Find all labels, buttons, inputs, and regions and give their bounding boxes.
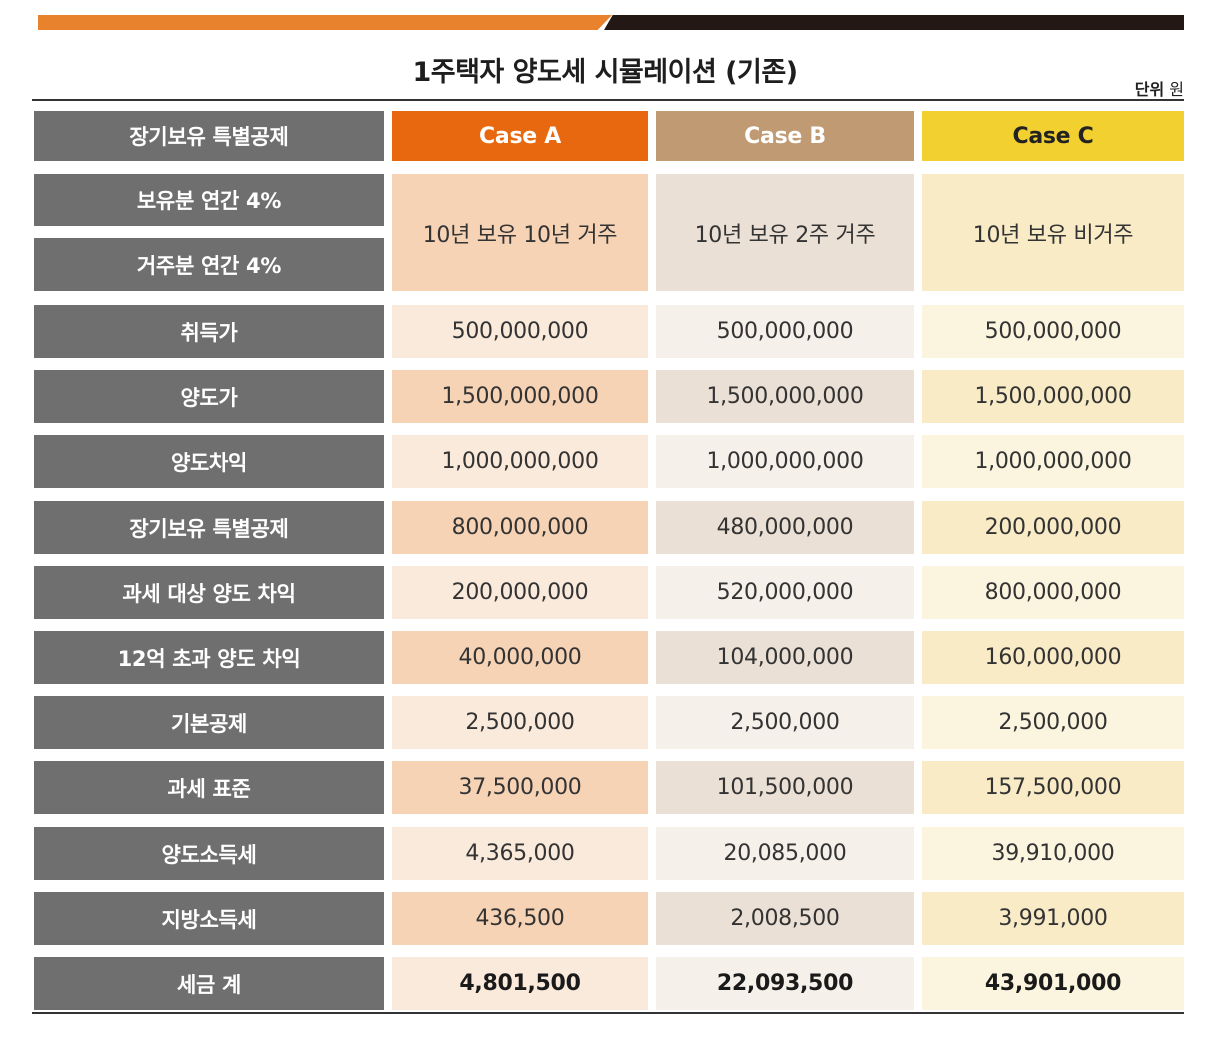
row-label: 양도소득세 (34, 827, 384, 880)
row-label: 과세 대상 양도 차익 (34, 566, 384, 619)
cell-case-c: 800,000,000 (922, 566, 1184, 619)
cell-case-b: 520,000,000 (656, 566, 914, 619)
cell-case-a: 200,000,000 (392, 566, 648, 619)
cell-case-b: 104,000,000 (656, 631, 914, 684)
top-accent-bar-dark (604, 15, 1184, 30)
table-bottom-rule (32, 1012, 1184, 1014)
row-label: 양도차익 (34, 435, 384, 488)
cell-case-c: 500,000,000 (922, 305, 1184, 358)
cell-case-b: 500,000,000 (656, 305, 914, 358)
column-header-case-a: Case A (392, 111, 648, 161)
top-accent-bar-orange (38, 15, 612, 30)
row-label: 지방소득세 (34, 892, 384, 945)
row-label: 과세 표준 (34, 761, 384, 814)
cell-case-c: 39,910,000 (922, 827, 1184, 880)
cell-case-c: 1,500,000,000 (922, 370, 1184, 423)
cell-case-b: 2,008,500 (656, 892, 914, 945)
cell-case-a: 1,500,000,000 (392, 370, 648, 423)
cell-case-a: 37,500,000 (392, 761, 648, 814)
table-top-rule (32, 99, 1184, 101)
cell-case-a: 500,000,000 (392, 305, 648, 358)
cell-case-a: 436,500 (392, 892, 648, 945)
page-title: 1주택자 양도세 시뮬레이션 (기존) (412, 57, 798, 88)
header-label: 장기보유 특별공제 (34, 111, 384, 161)
unit-note: 단위 원 (1135, 76, 1184, 100)
cell-case-b: 22,093,500 (656, 957, 914, 1010)
cell-case-b: 1,500,000,000 (656, 370, 914, 423)
cell-case-b: 20,085,000 (656, 827, 914, 880)
cell-case-c: 43,901,000 (922, 957, 1184, 1010)
cell-case-c: 2,500,000 (922, 696, 1184, 749)
cell-case-a: 800,000,000 (392, 501, 648, 554)
deduction-label-residence: 거주분 연간 4% (34, 238, 384, 291)
row-label: 취득가 (34, 305, 384, 358)
cell-case-a: 40,000,000 (392, 631, 648, 684)
scenario-case-c: 10년 보유 비거주 (922, 174, 1184, 291)
cell-case-b: 2,500,000 (656, 696, 914, 749)
column-header-case-b: Case B (656, 111, 914, 161)
cell-case-a: 2,500,000 (392, 696, 648, 749)
row-label: 양도가 (34, 370, 384, 423)
cell-case-a: 1,000,000,000 (392, 435, 648, 488)
row-label: 기본공제 (34, 696, 384, 749)
cell-case-c: 1,000,000,000 (922, 435, 1184, 488)
cell-case-c: 160,000,000 (922, 631, 1184, 684)
cell-case-a: 4,365,000 (392, 827, 648, 880)
column-header-case-c: Case C (922, 111, 1184, 161)
unit-value: 원 (1169, 80, 1184, 99)
cell-case-b: 1,000,000,000 (656, 435, 914, 488)
cell-case-c: 157,500,000 (922, 761, 1184, 814)
cell-case-b: 480,000,000 (656, 501, 914, 554)
row-label: 세금 계 (34, 957, 384, 1010)
unit-label: 단위 (1134, 80, 1165, 99)
cell-case-c: 3,991,000 (922, 892, 1184, 945)
row-label: 12억 초과 양도 차익 (34, 631, 384, 684)
cell-case-c: 200,000,000 (922, 501, 1184, 554)
row-label: 장기보유 특별공제 (34, 501, 384, 554)
scenario-case-b: 10년 보유 2주 거주 (656, 174, 914, 291)
cell-case-a: 4,801,500 (392, 957, 648, 1010)
cell-case-b: 101,500,000 (656, 761, 914, 814)
scenario-case-a: 10년 보유 10년 거주 (392, 174, 648, 291)
deduction-label-holding: 보유분 연간 4% (34, 174, 384, 226)
